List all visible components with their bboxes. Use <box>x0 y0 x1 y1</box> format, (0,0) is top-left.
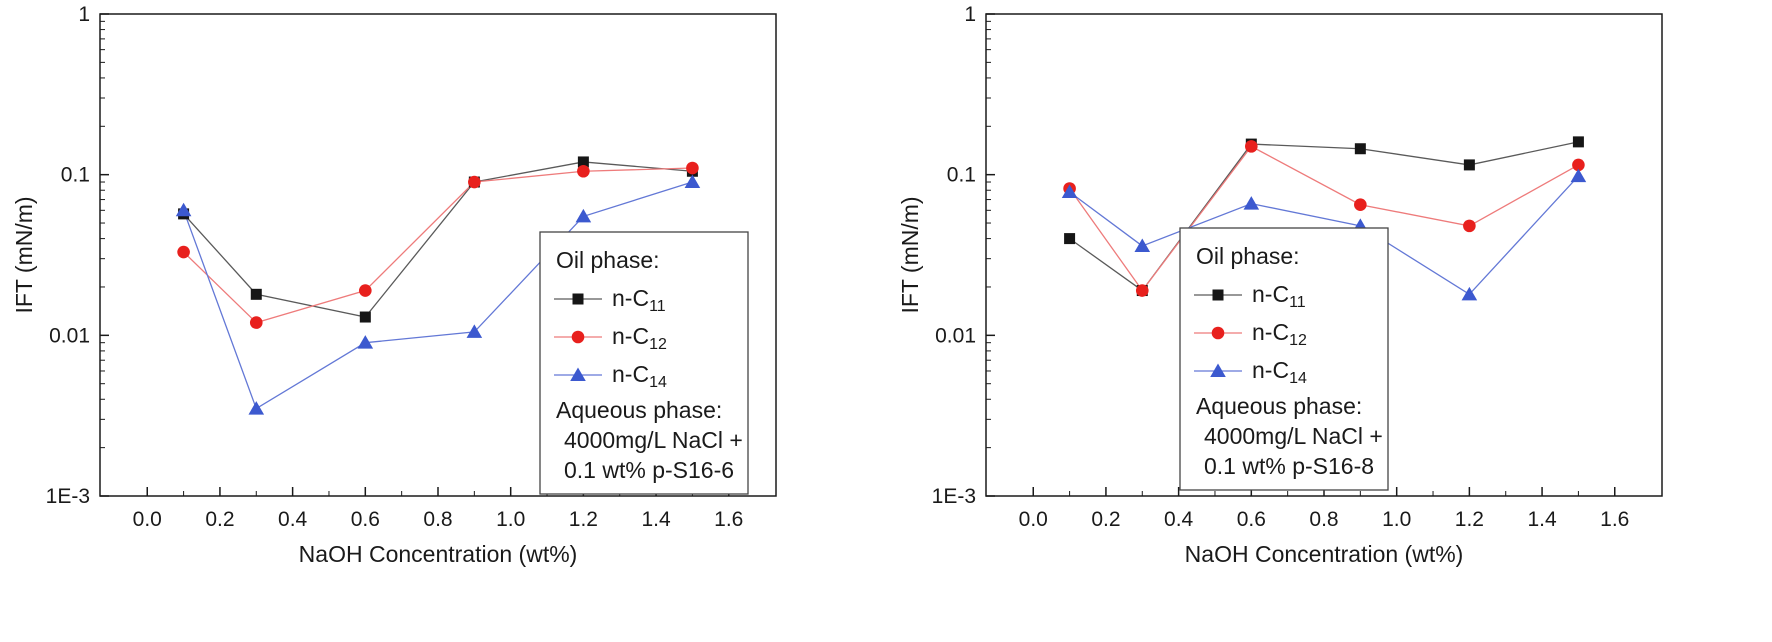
data-point <box>1463 219 1476 233</box>
x-tick-label: 1.4 <box>1527 508 1557 531</box>
y-tick-label: 0.01 <box>49 324 90 347</box>
data-point <box>1463 159 1475 171</box>
chart-svg: 1 0.1 0.01 1E-3 0.0 0.2 0.4 0.6 0.8 1.0 1.2 1.4 1.6 N… <box>886 0 1772 637</box>
y-tick-label: 0.1 <box>947 164 976 187</box>
chart-svg: 1 0.1 0.01 1E-3 0.0 0.2 0.4 0.6 0.8 1.0 1.2 1.4 1.6 N… <box>0 0 886 637</box>
series-line-n-C11 <box>183 161 693 318</box>
x-tick-label: 0.2 <box>205 508 234 531</box>
legend-title: Oil phase: <box>1196 243 1300 269</box>
data-point <box>1570 168 1587 183</box>
data-point <box>177 245 190 259</box>
data-point <box>575 208 592 223</box>
legend-aqueous-line: 0.1 wt% p-S16-8 <box>1204 453 1374 479</box>
chart-right: 1 0.1 0.01 1E-3 0.0 0.2 0.4 0.6 0.8 1.0 1.2 1.4 1.6 N… <box>886 0 1772 637</box>
legend-title: Oil phase: <box>556 247 660 273</box>
data-point <box>577 164 590 178</box>
x-tick-label: 1.2 <box>1455 508 1484 531</box>
data-point <box>250 288 262 300</box>
data-point <box>572 293 584 305</box>
legend-entry-label: n-C14 <box>612 361 667 391</box>
data-point <box>359 311 371 323</box>
y-axis-label: IFT (mN/m) <box>11 196 37 313</box>
x-tick-label: 0.6 <box>1237 508 1266 531</box>
y-tick-label: 0.01 <box>935 324 976 347</box>
series-markers <box>175 156 701 415</box>
legend-aqueous-line: Aqueous phase: <box>556 397 722 423</box>
data-point <box>1210 363 1226 377</box>
series-line-n-C14 <box>182 181 693 410</box>
x-tick-label: 0.8 <box>1309 508 1338 531</box>
chart-left: 1 0.1 0.01 1E-3 0.0 0.2 0.4 0.6 0.8 1.0 1.2 1.4 1.6 N… <box>0 0 886 637</box>
data-point <box>175 202 192 217</box>
x-tick-label: 0.0 <box>1019 508 1048 531</box>
data-point <box>1064 233 1076 245</box>
legend-aqueous-line: 0.1 wt% p-S16-6 <box>564 457 734 483</box>
x-tick-label: 0.4 <box>278 508 308 531</box>
x-tick-label: 0.0 <box>133 508 162 531</box>
x-tick-label: 0.8 <box>423 508 452 531</box>
data-point <box>1061 184 1078 199</box>
data-point <box>468 175 481 189</box>
x-tick-label: 1.4 <box>641 508 671 531</box>
data-point <box>1354 143 1366 155</box>
data-point <box>1134 238 1151 252</box>
data-point <box>359 284 372 297</box>
data-point <box>466 324 483 338</box>
plot-frame <box>985 13 1663 497</box>
legend-box <box>1179 227 1389 491</box>
x-tick-label: 0.2 <box>1091 508 1120 531</box>
series-lines <box>1069 141 1579 296</box>
series-lines <box>182 161 693 410</box>
data-point <box>1211 326 1225 340</box>
series-line-n-C14 <box>1069 175 1579 296</box>
y-tick-label: 1 <box>78 3 90 26</box>
x-tick-label: 0.6 <box>351 508 380 531</box>
data-point <box>1135 284 1149 297</box>
legend-aqueous-line: 4000mg/L NaCl + <box>1204 423 1383 449</box>
y-tick-label: 1E-3 <box>932 485 976 508</box>
data-point <box>1243 196 1260 210</box>
legend-box <box>539 231 749 495</box>
data-point <box>1212 289 1224 301</box>
x-axis-ticks: 0.0 0.2 0.4 0.6 0.8 1.0 1.2 1.4 1.6 <box>133 487 743 531</box>
x-tick-label: 1.2 <box>569 508 598 531</box>
x-tick-label: 1.0 <box>1382 508 1411 531</box>
y-tick-label: 0.1 <box>61 164 90 187</box>
data-point <box>1245 140 1258 153</box>
data-point <box>1461 286 1478 301</box>
x-tick-label: 1.6 <box>714 508 743 531</box>
legend-aqueous-line: Aqueous phase: <box>1196 393 1362 419</box>
series-line-n-C12 <box>1069 145 1579 292</box>
series-line-n-C11 <box>1069 141 1579 292</box>
data-point <box>577 156 589 168</box>
series-line-n-C12 <box>183 167 693 324</box>
x-axis-label: NaOH Concentration (wt%) <box>1185 541 1464 567</box>
y-tick-label: 1 <box>964 3 976 26</box>
data-point <box>570 367 586 381</box>
plot-frame <box>99 13 777 497</box>
data-point <box>686 161 699 175</box>
data-point <box>357 335 374 349</box>
x-axis-ticks: 0.0 0.2 0.4 0.6 0.8 1.0 1.2 1.4 1.6 <box>1019 487 1629 531</box>
y-tick-label: 1E-3 <box>46 485 90 508</box>
y-axis-label: IFT (mN/m) <box>897 196 923 313</box>
data-point <box>571 330 585 344</box>
y-axis-ticks: 1 0.1 0.01 1E-3 <box>46 3 109 508</box>
data-point <box>249 316 263 329</box>
series-markers <box>1061 136 1587 301</box>
x-axis-label: NaOH Concentration (wt%) <box>299 541 578 567</box>
x-tick-label: 0.4 <box>1164 508 1194 531</box>
legend-aqueous-line: 4000mg/L NaCl + <box>564 427 743 453</box>
data-point <box>1572 158 1585 172</box>
data-point <box>248 401 265 415</box>
data-point <box>684 174 701 189</box>
x-tick-label: 1.0 <box>496 508 525 531</box>
data-point <box>1572 136 1584 148</box>
x-tick-label: 1.6 <box>1600 508 1629 531</box>
data-point <box>1354 198 1367 212</box>
